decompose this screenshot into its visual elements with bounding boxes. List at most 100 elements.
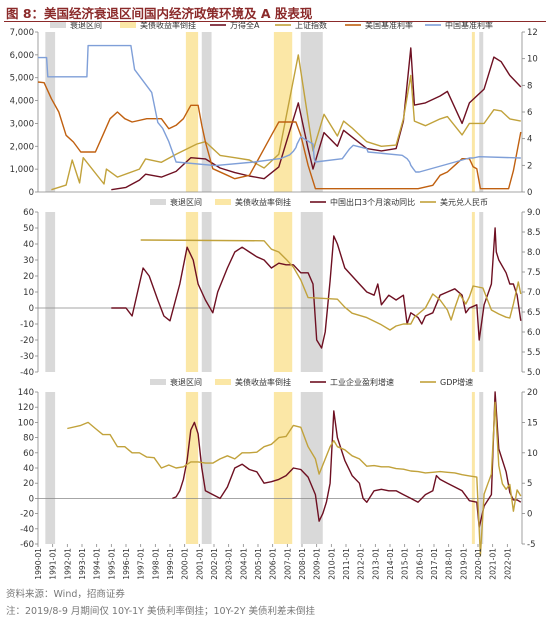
left-tick-label-1-5: 10	[23, 288, 34, 298]
series-line-2-1	[67, 401, 522, 557]
recession-band-1-0	[45, 212, 56, 372]
left-tick-label-0-4: 4,000	[10, 97, 34, 107]
left-tick-label-1-2: -20	[20, 336, 34, 346]
left-tick-label-1-8: 40	[23, 240, 34, 250]
x-tick-label-9: 1999-01	[166, 548, 175, 580]
source-note: 资料来源：Wind，招商证券	[6, 589, 125, 600]
left-tick-label-2-6: 60	[23, 449, 34, 459]
legend-label-0-1: 美债收益率倒挂	[140, 20, 196, 30]
left-tick-label-0-0: 0	[29, 188, 34, 198]
title-rule	[4, 21, 546, 22]
left-tick-label-2-8: 100	[18, 418, 34, 428]
legend-label-0-0: 衰退区间	[70, 20, 102, 30]
left-tick-label-0-5: 5,000	[10, 74, 34, 84]
inversion-band-0-0	[185, 32, 199, 192]
legend-label-2-2: 工业企业盈利增速	[330, 377, 394, 387]
legend-label-2-1: 美债收益率倒挂	[235, 377, 291, 387]
right-tick-label-1-1: 5.5	[527, 348, 541, 358]
left-tick-label-1-7: 30	[23, 256, 34, 266]
inversion-band-1-1	[273, 212, 293, 372]
x-tick-label-11: 2001-01	[195, 548, 204, 580]
left-tick-label-2-5: 40	[23, 464, 34, 474]
legend-label-0-4: 美国基准利率	[365, 20, 413, 30]
recession-band-0-3	[479, 32, 484, 192]
left-tick-label-0-1: 1,000	[10, 165, 34, 175]
x-tick-label-13: 2003-01	[225, 548, 234, 580]
x-tick-label-3: 1993-01	[78, 548, 87, 580]
inversion-band-1-0	[185, 212, 199, 372]
legend-swatch-2-1	[215, 379, 231, 385]
x-tick-label-6: 1996-01	[122, 548, 131, 580]
inversion-band-1-2	[471, 212, 475, 372]
left-tick-label-2-3: 0	[29, 494, 34, 504]
legend-label-2-3: GDP增速	[440, 377, 473, 387]
right-tick-label-0-6: 12	[527, 28, 538, 38]
legend-swatch-2-0	[150, 379, 166, 385]
series-line-0-2	[37, 81, 522, 190]
x-tick-label-21: 2011-01	[342, 548, 351, 580]
recession-band-0-0	[45, 32, 56, 192]
left-tick-label-0-6: 6,000	[10, 51, 34, 61]
left-tick-label-2-10: 140	[18, 388, 34, 398]
x-tick-label-32: 2022-01	[503, 548, 512, 580]
x-tick-label-14: 2004-01	[239, 548, 248, 580]
x-tick-label-23: 2013-01	[371, 548, 380, 580]
left-tick-label-1-3: -10	[20, 320, 34, 330]
right-tick-label-2-1: 0	[527, 510, 532, 520]
x-tick-label-19: 2009-01	[313, 548, 322, 580]
left-tick-label-2-2: -20	[20, 510, 34, 520]
series-line-2-0	[172, 391, 522, 528]
x-tick-label-5: 1995-01	[107, 548, 116, 580]
x-tick-label-0: 1990-01	[34, 548, 43, 580]
x-tick-label-20: 2010-01	[327, 548, 336, 580]
left-tick-label-0-3: 3,000	[10, 119, 34, 129]
legend-swatch-1-1	[215, 199, 231, 205]
right-tick-label-0-2: 4	[527, 135, 532, 145]
recession-band-2-1	[201, 392, 212, 544]
inversion-band-0-1	[273, 32, 293, 192]
right-tick-label-0-4: 8	[527, 81, 532, 91]
right-tick-label-0-3: 6	[527, 108, 532, 118]
series-line-0-3	[38, 44, 521, 173]
left-tick-label-1-9: 50	[23, 224, 34, 234]
series-line-1-0	[111, 227, 522, 349]
x-tick-label-26: 2016-01	[415, 548, 424, 580]
legend-label-0-2: 万得全A	[230, 20, 260, 30]
series-line-0-0	[111, 47, 522, 191]
left-tick-label-1-6: 20	[23, 272, 34, 282]
legend-swatch-0-0	[50, 22, 66, 28]
x-tick-label-12: 2002-01	[210, 548, 219, 580]
left-tick-label-2-1: -40	[20, 525, 34, 535]
recession-band-1-2	[300, 212, 323, 372]
x-tick-label-30: 2020-01	[474, 548, 483, 580]
legend-label-0-3: 上证指数	[295, 20, 327, 30]
legend-label-2-0: 衰退区间	[170, 377, 202, 387]
right-tick-label-2-5: 20	[527, 388, 538, 398]
right-tick-label-1-7: 8.5	[527, 228, 541, 238]
left-tick-label-1-1: -30	[20, 352, 34, 362]
footnote: 注：2019/8-9 月期间仅 10Y-1Y 美债利率倒挂；10Y-2Y 美债利…	[6, 606, 316, 617]
legend-swatch-0-1	[120, 22, 136, 28]
right-tick-label-1-2: 6.0	[527, 328, 541, 338]
x-tick-label-24: 2014-01	[386, 548, 395, 580]
x-tick-label-22: 2012-01	[357, 548, 366, 580]
x-tick-label-1: 1991-01	[49, 548, 58, 580]
x-tick-label-2: 1992-01	[63, 548, 72, 580]
x-tick-label-10: 2000-01	[181, 548, 190, 580]
recession-band-0-2	[300, 32, 323, 192]
x-tick-label-29: 2019-01	[459, 548, 468, 580]
right-tick-label-1-3: 6.5	[527, 308, 541, 318]
left-tick-label-0-2: 2,000	[10, 142, 34, 152]
legend-label-1-3: 美元兑人民币	[440, 197, 488, 207]
series-line-1-1	[140, 239, 522, 331]
inversion-band-0-2	[471, 32, 475, 192]
right-tick-label-1-4: 7.0	[527, 288, 541, 298]
right-tick-label-0-5: 10	[527, 55, 538, 65]
x-tick-label-25: 2015-01	[401, 548, 410, 580]
legend-label-1-0: 衰退区间	[170, 197, 202, 207]
x-tick-label-4: 1994-01	[93, 548, 102, 580]
left-tick-label-1-4: 0	[29, 304, 34, 314]
left-tick-label-2-4: 20	[23, 479, 34, 489]
right-tick-label-2-3: 10	[527, 449, 538, 459]
